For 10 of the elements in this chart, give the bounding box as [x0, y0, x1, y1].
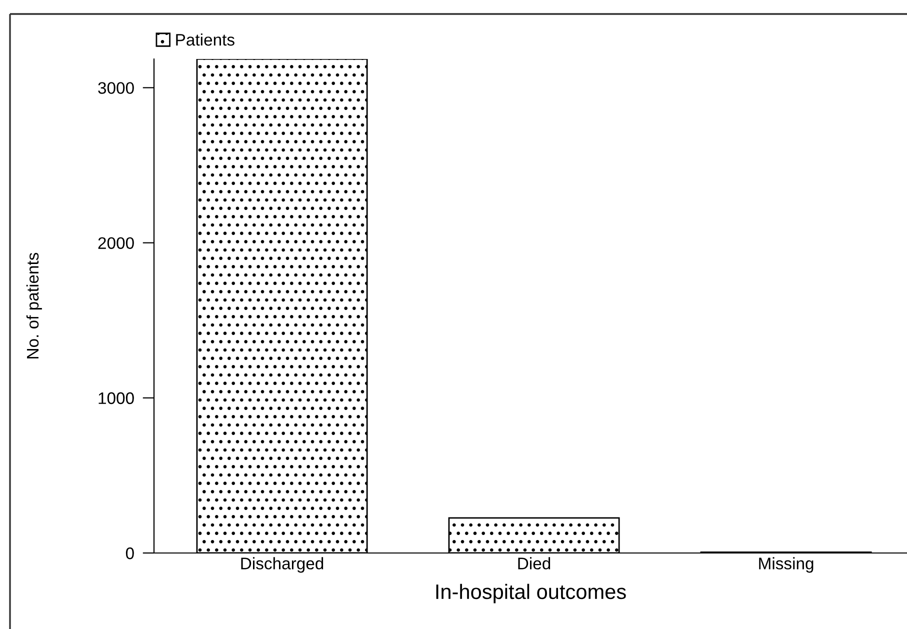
y-tick-label: 1000 [98, 392, 134, 404]
y-tick-label: 0 [126, 547, 134, 560]
y-tick-label: 3000 [98, 82, 134, 94]
legend-label: Patients [176, 33, 234, 46]
y-axis-title: No. of patients [26, 252, 42, 358]
x-tick-label: Died [518, 557, 550, 570]
x-axis-title: In-hospital outcomes [436, 584, 626, 604]
x-tick-label: Discharged [241, 557, 324, 573]
x-tick-label: Missing [759, 557, 814, 573]
y-tick-label: 2000 [98, 237, 134, 249]
